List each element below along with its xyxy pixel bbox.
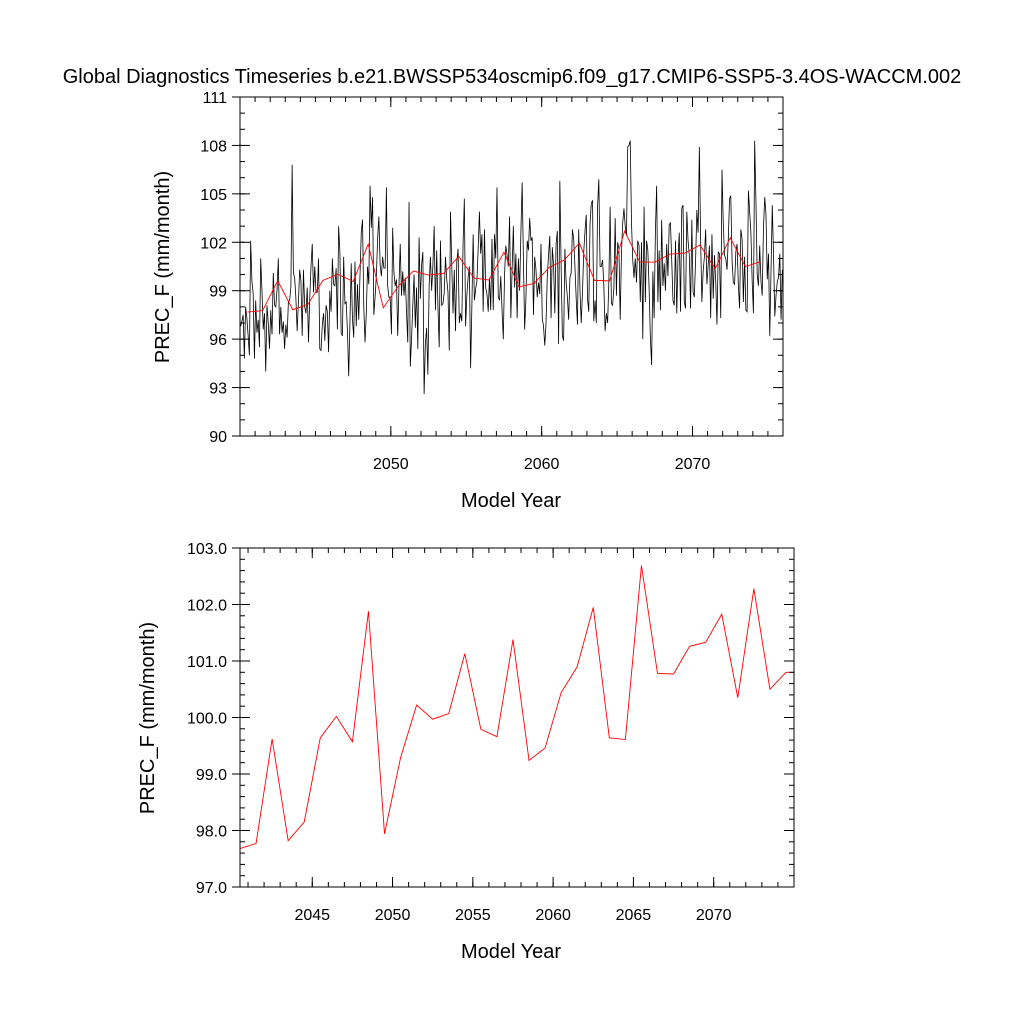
y-tick-label: 102 [200, 235, 227, 252]
x-tick-label: 2070 [696, 907, 732, 924]
y-tick-label: 111 [203, 90, 227, 107]
y-tick-label: 100.0 [187, 711, 227, 728]
x-tick-label: 2060 [535, 907, 571, 924]
x-tick-label: 2060 [524, 456, 560, 473]
y-tick-label: 102.0 [187, 598, 227, 615]
y-tick-label: 93 [209, 381, 227, 398]
monthly-timeseries-panel: Model Year PREC_F (mm/month) 2050 2060 207… [152, 90, 784, 512]
x-tick-label: 2050 [373, 456, 409, 473]
y-tick-label: 90 [209, 429, 227, 446]
y-tick-label: 98.0 [196, 824, 227, 841]
annual-timeseries-panel: Model Year PREC_F (mm/month) 2045 2050 205… [137, 541, 795, 963]
y-tick-label: 96 [209, 332, 227, 349]
x-tick-label: 2055 [455, 907, 491, 924]
series-annual-line [247, 229, 761, 313]
y-tick-label: 99 [209, 284, 227, 301]
x-axis-label: Model Year [461, 490, 561, 512]
y-tick-label: 99.0 [196, 767, 227, 784]
y-tick-label: 108 [200, 138, 227, 155]
y-tick-label: 105 [200, 187, 227, 204]
x-axis-label: Model Year [461, 941, 561, 963]
series-annual-line [240, 565, 794, 850]
y-tick-label: 97.0 [196, 880, 227, 897]
y-tick-label: 101.0 [187, 654, 227, 671]
x-tick-label: 2050 [375, 907, 411, 924]
y-tick-label: 103.0 [187, 541, 227, 558]
figure-title: Global Diagnostics Timeseries b.e21.BWSS… [63, 66, 962, 88]
x-tick-label: 2070 [675, 456, 711, 473]
y-axis-label: PREC_F (mm/month) [137, 622, 159, 814]
x-tick-label: 2045 [294, 907, 330, 924]
y-axis-label: PREC_F (mm/month) [152, 171, 174, 363]
series-monthly-line [240, 140, 783, 395]
x-tick-label: 2065 [616, 907, 652, 924]
